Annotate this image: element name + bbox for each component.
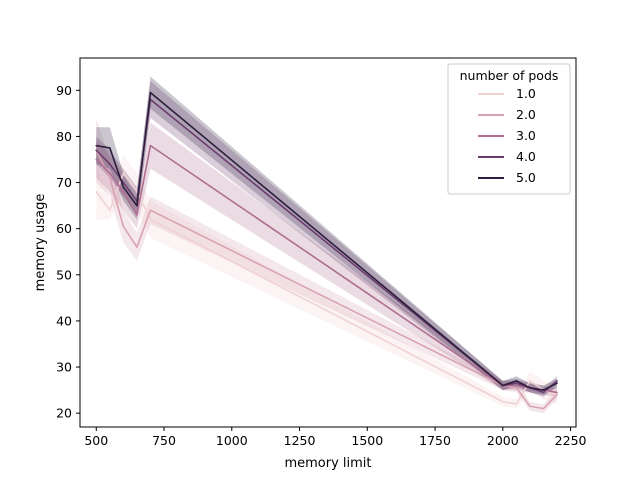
plot-frame (79, 57, 577, 428)
data-point (149, 91, 152, 94)
y-tick-label: 40 (56, 313, 72, 328)
legend-label-1: 1.0 (516, 86, 536, 101)
data-point (542, 407, 545, 410)
data-point (529, 380, 531, 382)
data-point (95, 190, 98, 193)
data-point (95, 149, 98, 152)
data-point (556, 391, 558, 394)
legend-entries: 1.0 2.0 3.0 4.0 5.0 (478, 86, 536, 185)
data-point (95, 158, 98, 161)
x-tick-label: 2250 (555, 433, 587, 448)
ci-band-series-3 (96, 122, 558, 398)
series-line-5 (96, 91, 558, 391)
data-point (136, 246, 138, 248)
y-tick-label: 30 (56, 360, 72, 375)
x-tick-label: 750 (152, 433, 176, 448)
legend-label-2: 2.0 (516, 107, 536, 122)
data-point (122, 186, 125, 188)
x-tick-label: 1750 (419, 433, 451, 448)
legend-label-3: 3.0 (516, 128, 536, 143)
x-tick-label: 1500 (351, 433, 383, 448)
data-point (149, 218, 152, 221)
x-tick-label: 2000 (487, 433, 519, 448)
x-axis-ticks: 500 750 1000 1250 1500 1750 2000 2250 (84, 427, 587, 448)
data-point (109, 172, 111, 175)
data-point (515, 403, 518, 405)
y-tick-label: 20 (56, 406, 72, 421)
series-lines (95, 91, 558, 410)
data-point (109, 147, 111, 149)
y-tick-label: 50 (56, 267, 72, 282)
y-tick-label: 80 (56, 129, 72, 144)
data-point (109, 177, 111, 179)
data-point (95, 144, 98, 147)
data-point (109, 163, 111, 165)
data-point (556, 380, 558, 382)
y-axis-ticks: 20 30 40 50 60 70 80 90 (56, 83, 80, 421)
data-point (109, 209, 111, 212)
data-point (136, 214, 138, 216)
y-axis-label: memory usage (33, 194, 48, 292)
data-point (542, 391, 545, 394)
data-point (149, 209, 152, 212)
x-tick-label: 500 (84, 433, 108, 448)
data-point (122, 225, 125, 228)
data-point (515, 382, 518, 384)
data-point (122, 172, 125, 175)
y-tick-label: 90 (56, 83, 72, 98)
data-point (542, 389, 545, 391)
data-point (149, 144, 152, 147)
legend-box (447, 63, 571, 195)
legend: number of pods 1.0 2.0 3.0 4.0 5.0 (447, 63, 571, 195)
data-point (556, 393, 558, 396)
data-point (122, 181, 125, 184)
series-line-4 (95, 98, 558, 394)
data-point (122, 190, 125, 193)
data-point (515, 386, 518, 389)
legend-title: number of pods (460, 68, 559, 83)
x-tick-label: 1250 (284, 433, 316, 448)
data-point (515, 380, 518, 382)
data-point (136, 204, 138, 207)
data-point (502, 384, 504, 387)
data-point (556, 382, 558, 384)
series-line-2 (95, 149, 558, 410)
legend-label-4: 4.0 (516, 149, 536, 164)
data-point (515, 384, 518, 387)
series-line-1 (95, 172, 558, 405)
x-tick-label: 1000 (216, 433, 248, 448)
y-tick-label: 60 (56, 221, 72, 236)
legend-label-5: 5.0 (516, 170, 536, 185)
y-tick-label: 70 (56, 175, 72, 190)
data-point (529, 386, 531, 389)
x-axis-label: memory limit (284, 456, 371, 471)
ci-band-series-5 (96, 76, 558, 395)
data-point (529, 405, 531, 408)
data-point (502, 400, 504, 403)
